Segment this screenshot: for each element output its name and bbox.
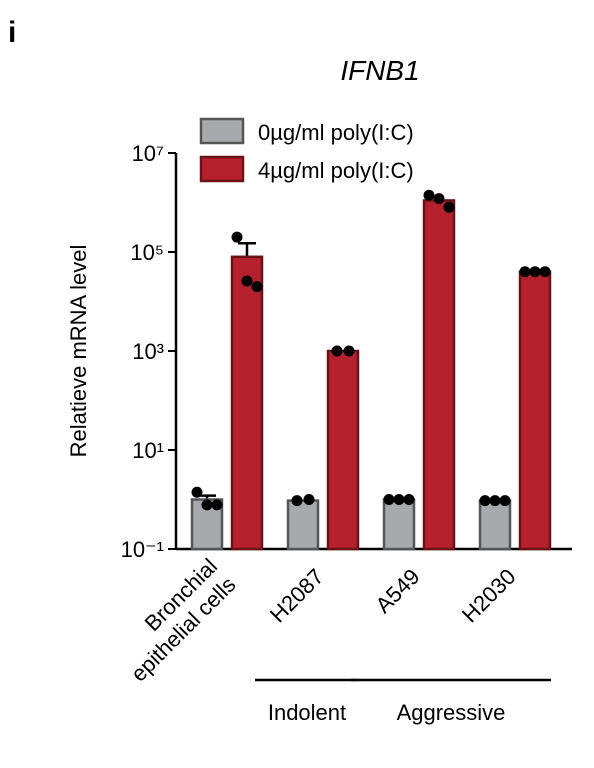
data-point [191,486,203,498]
x-tick-label: H2030 [457,564,521,628]
x-tick-label: Bronchialepithelial cells [108,553,241,686]
legend-swatch [199,117,245,145]
group-label: Indolent [268,700,346,725]
data-point [303,494,315,505]
data-point [489,495,501,507]
y-tick-label: 10⁷ [132,141,164,166]
bar [326,349,360,551]
bar [422,199,456,551]
y-tick-label: 10⁵ [130,240,164,265]
x-tick-label: A549 [371,564,425,618]
data-point [539,266,551,278]
bar [286,499,320,551]
data-point [231,231,243,243]
data-point [241,275,253,287]
y-tick-label: 10¹ [132,438,164,463]
legend-label: 0µg/ml poly(I:C) [258,120,414,145]
panel-label: i [8,16,16,49]
bar [478,499,512,551]
data-point [291,495,303,507]
data-point [479,495,491,507]
data-point [343,345,355,357]
bar [230,255,264,551]
data-point [211,499,223,511]
data-point [201,499,213,511]
y-axis-label: Relatieve mRNA level [66,245,91,458]
legend-label: 4µg/ml poly(I:C) [258,158,414,183]
data-point [383,494,395,505]
data-point [433,193,445,205]
data-point [443,201,455,213]
group-label: Aggressive [397,700,506,725]
data-point [251,281,263,293]
data-point [393,494,405,505]
legend-swatch [199,155,245,183]
data-point [499,495,511,507]
chart-title: IFNB1 [340,55,419,86]
data-point [529,266,541,278]
bar [518,270,552,551]
data-point [519,266,531,278]
y-tick-label: 10⁻¹ [121,537,164,562]
bar [382,498,416,551]
data-point [403,494,415,505]
data-point [423,189,435,201]
data-point [331,345,343,357]
y-tick-label: 10³ [132,339,164,364]
x-tick-label: H2087 [265,564,329,628]
